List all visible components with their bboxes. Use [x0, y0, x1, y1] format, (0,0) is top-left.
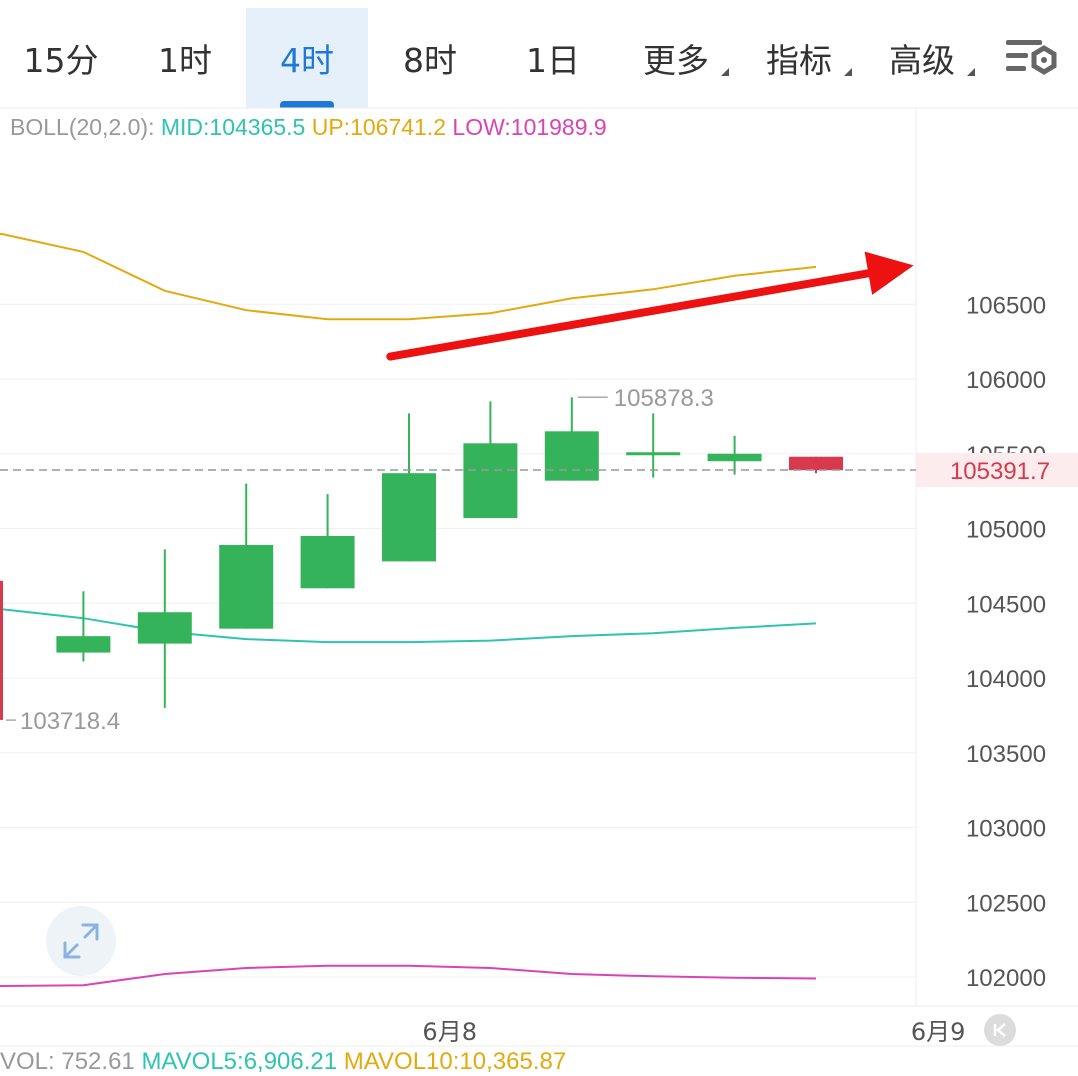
candle-body: [626, 452, 681, 456]
candle-body: [789, 456, 843, 471]
x-tick-label: 6月8: [422, 1018, 477, 1046]
mavol10-value: MAVOL10:10,365.87: [343, 1048, 567, 1075]
boll-lower-line: [0, 964, 817, 987]
candle-body: [137, 612, 192, 644]
candle-body: [219, 544, 274, 629]
tab-7[interactable]: 高级: [861, 8, 983, 108]
boll-upper-line: [0, 233, 817, 321]
y-tick-label: 102000: [966, 965, 1046, 992]
annotation-arrow-head: [864, 251, 914, 295]
vol-value: VOL: 752.61: [0, 1048, 135, 1075]
scroll-to-latest-button[interactable]: [984, 1014, 1016, 1046]
tab-6[interactable]: 指标: [738, 8, 860, 108]
candle-body: [0, 580, 2, 720]
y-tick-label: 103000: [966, 816, 1046, 843]
boll-low-value: LOW:101989.9: [452, 114, 607, 140]
tab-label: 15分: [23, 41, 99, 80]
boll-mid-value: MID:104365.5: [160, 114, 306, 140]
tab-label: 指标: [766, 41, 832, 80]
candle-body: [382, 473, 436, 562]
tab-4[interactable]: 1日: [492, 8, 614, 108]
boll-up-value: UP:106741.2: [311, 114, 447, 140]
fullscreen-button[interactable]: [46, 906, 116, 976]
tab-label: 更多: [643, 41, 709, 80]
last-price-tag: [916, 452, 1078, 487]
x-tick-label: 6月9: [911, 1018, 966, 1046]
tab-2[interactable]: 4时: [246, 8, 368, 108]
mavol5-value: MAVOL5:6,906.21: [141, 1048, 338, 1075]
high-marker-label: 105878.3: [614, 385, 714, 412]
last-price-label: 105391.7: [950, 458, 1050, 485]
candle-body: [56, 636, 111, 653]
candle-body: [707, 453, 762, 462]
boll-mid-line: [0, 608, 817, 644]
y-tick-label: 104500: [966, 591, 1046, 618]
tab-label: 8时: [403, 41, 457, 80]
candle-body: [463, 443, 518, 519]
tab-5[interactable]: 更多: [615, 8, 737, 108]
tab-label: 4时: [280, 41, 334, 80]
low-marker-label: 103718.4: [20, 708, 120, 735]
y-tick-label: 104000: [966, 666, 1046, 693]
tab-label: 1时: [158, 41, 212, 80]
annotation-arrow-shaft: [386, 269, 873, 361]
boll-label: BOLL(20,2.0):: [10, 114, 155, 140]
dropdown-caret-icon: [721, 68, 729, 76]
dropdown-caret-icon: [967, 68, 975, 76]
dropdown-caret-icon: [844, 68, 852, 76]
active-tab-indicator: [280, 101, 334, 108]
tab-label: 高级: [889, 41, 955, 80]
y-tick-label: 102500: [966, 890, 1046, 917]
tab-1[interactable]: 1时: [124, 8, 246, 108]
boll-indicator-legend[interactable]: BOLL(20,2.0): MID:104365.5 UP:106741.2 L…: [10, 114, 607, 141]
candle-body: [300, 535, 355, 589]
y-tick-label: 106500: [966, 292, 1046, 319]
candle-body: [544, 431, 599, 481]
tab-0[interactable]: 15分: [0, 8, 122, 108]
volume-legend: VOL: 752.61 MAVOL5:6,906.21 MAVOL10:10,3…: [0, 1048, 566, 1076]
scroll-to-latest-icon: [993, 1023, 1006, 1037]
chart-settings-button[interactable]: [1004, 36, 1060, 82]
y-tick-label: 105000: [966, 517, 1046, 544]
tab-label: 1日: [526, 41, 580, 80]
y-tick-label: 103500: [966, 741, 1046, 768]
tab-3[interactable]: 8时: [369, 8, 491, 108]
y-tick-label: 106000: [966, 367, 1046, 394]
chart-settings-icon: [1006, 40, 1057, 75]
expand-arrows-icon: [63, 923, 99, 959]
timeframe-tab-bar: 15分 1时 4时 8时 1日 更多 指标 高级: [0, 0, 1078, 108]
